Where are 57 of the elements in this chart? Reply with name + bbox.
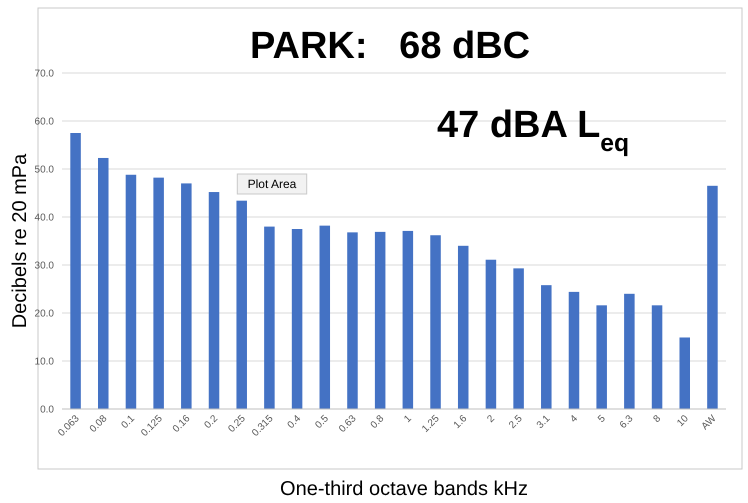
text: 47 dBA L$_{eq}$: [437, 104, 630, 156]
bar: [347, 232, 358, 409]
y-tick-label: 50.0: [34, 164, 54, 176]
x-tick-label: 0.16: [170, 413, 193, 435]
x-tick-label: AW: [700, 412, 719, 432]
x-tick-label: 4: [568, 413, 580, 426]
x-tick-label: 0.5: [313, 413, 332, 431]
bar: [208, 192, 220, 409]
x-tick-label: 1: [402, 413, 414, 426]
x-tick-label: 0.08: [88, 413, 110, 435]
bar: [374, 232, 386, 409]
bar: [98, 158, 109, 409]
x-tick-label: 0.8: [368, 413, 387, 431]
bar: [292, 229, 302, 409]
x-tick-label: 8: [651, 413, 664, 426]
y-tick-label: 10.0: [34, 356, 54, 368]
x-tick-label: 0.63: [337, 413, 359, 435]
bar: [541, 285, 552, 409]
chart-title: PARK: 68 dBC: [250, 25, 530, 67]
bar: [486, 260, 496, 409]
x-tick-label: 0.25: [226, 413, 248, 435]
bar: [181, 183, 192, 409]
bar: [126, 174, 136, 409]
bar: [679, 337, 690, 409]
bar: [320, 226, 330, 409]
bar: [513, 268, 524, 409]
y-tick-label: 40.0: [34, 212, 54, 224]
y-tick-label: 70.0: [34, 68, 54, 80]
x-tick-label: 10: [675, 413, 692, 429]
bar: [70, 133, 81, 409]
bar: [458, 246, 468, 409]
x-tick-label: 5: [596, 413, 608, 426]
bar: [236, 200, 247, 409]
bar: [707, 186, 718, 409]
y-tick-label: 20.0: [34, 308, 54, 320]
bar: [153, 178, 164, 409]
y-tick-label: 30.0: [34, 260, 54, 272]
x-tick-label: 3.1: [534, 413, 553, 431]
x-tick-label: 0.2: [202, 413, 220, 431]
bar: [624, 294, 635, 409]
bar: [568, 292, 580, 409]
x-tick-label: 6.3: [618, 413, 636, 431]
bar: [264, 226, 275, 409]
bar: [596, 305, 607, 409]
bar: [652, 305, 662, 409]
x-tick-label: 2: [485, 413, 498, 426]
bar: [430, 235, 441, 409]
y-tick-label: 60.0: [34, 116, 54, 128]
x-tick-label: 0.1: [119, 413, 138, 431]
x-axis-title: One-third octave bands kHz: [280, 478, 528, 500]
y-tick-label: 0.0: [40, 404, 54, 416]
bar: [402, 230, 414, 409]
x-tick-label: 1.6: [452, 413, 470, 431]
annotation: Plot Area: [248, 177, 297, 192]
x-tick-label: 0.4: [286, 413, 304, 431]
x-tick-label: 2.5: [507, 413, 526, 431]
y-axis-title: Decibels re 20 mPa: [9, 152, 31, 328]
